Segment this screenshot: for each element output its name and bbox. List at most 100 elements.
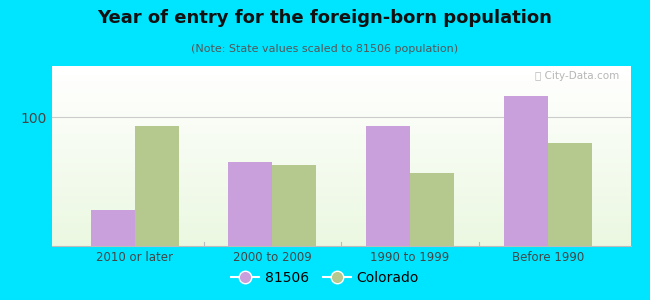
Bar (52, 196, 630, 197)
Bar (52, 92, 630, 93)
Bar (52, 179, 630, 180)
Bar (52, 208, 630, 209)
Bar (90, 210, 135, 246)
Bar (52, 241, 630, 242)
Bar (52, 141, 630, 142)
Bar (52, 184, 630, 185)
Bar (52, 88, 630, 89)
Bar (52, 195, 630, 196)
Bar (52, 118, 630, 119)
Bar (52, 75, 630, 76)
Bar (52, 223, 630, 224)
Bar (52, 238, 630, 239)
Bar (52, 205, 630, 206)
Bar (52, 210, 630, 211)
Bar (52, 134, 630, 135)
Bar (52, 187, 630, 188)
Bar (52, 94, 630, 95)
Bar (52, 124, 630, 125)
Bar (52, 201, 630, 202)
Bar (52, 108, 630, 109)
Bar (52, 130, 630, 131)
Bar (52, 228, 630, 229)
Bar (52, 229, 630, 230)
Bar (52, 230, 630, 231)
Bar (52, 105, 630, 106)
Bar (52, 119, 630, 120)
Bar (52, 96, 630, 97)
Bar (52, 164, 630, 165)
Bar (52, 148, 630, 149)
Bar (52, 137, 630, 138)
Bar (52, 157, 630, 158)
Bar (52, 79, 630, 80)
Bar (52, 221, 630, 222)
Bar (52, 167, 630, 168)
Bar (52, 69, 630, 70)
Bar (52, 150, 630, 151)
Bar (52, 122, 630, 123)
Legend: 81506, Colorado: 81506, Colorado (226, 265, 424, 290)
Bar (52, 207, 630, 208)
Bar (52, 211, 630, 212)
Bar (52, 139, 630, 140)
Bar (52, 125, 630, 126)
Text: Year of entry for the foreign-born population: Year of entry for the foreign-born popul… (98, 9, 552, 27)
Bar (52, 170, 630, 171)
Bar (52, 82, 630, 83)
Bar (52, 143, 630, 144)
Bar (52, 190, 630, 191)
Bar (52, 121, 630, 122)
Bar (52, 144, 630, 145)
Bar (52, 147, 630, 148)
Bar (52, 169, 630, 170)
Bar (52, 129, 630, 130)
Bar (272, 165, 317, 246)
Bar (52, 200, 630, 201)
Bar (52, 68, 630, 69)
Bar (52, 97, 630, 98)
Bar (52, 93, 630, 94)
Bar (52, 166, 630, 167)
Bar (52, 136, 630, 137)
Bar (52, 152, 630, 153)
Bar (52, 109, 630, 110)
Bar (52, 242, 630, 243)
Bar (52, 172, 630, 173)
Bar (52, 160, 630, 161)
Bar (52, 174, 630, 175)
Bar (52, 203, 630, 204)
Bar (52, 154, 630, 155)
Bar (52, 73, 630, 74)
Bar (52, 103, 630, 104)
Bar (52, 169, 630, 170)
Bar (52, 115, 630, 116)
Bar (52, 86, 630, 87)
Text: (Note: State values scaled to 81506 population): (Note: State values scaled to 81506 popu… (192, 44, 458, 53)
Bar (52, 224, 630, 225)
Bar (52, 192, 630, 193)
Bar (52, 162, 630, 163)
Bar (52, 234, 630, 235)
Bar (52, 120, 630, 121)
Bar (52, 123, 630, 124)
Bar (52, 220, 630, 221)
Bar (52, 217, 630, 218)
Bar (52, 91, 630, 92)
Bar (52, 171, 630, 172)
Bar (410, 173, 454, 246)
Bar (52, 216, 630, 217)
Bar (52, 240, 630, 241)
Bar (52, 160, 630, 161)
Bar (52, 132, 630, 133)
Bar (52, 110, 630, 111)
Bar (52, 226, 630, 227)
Bar (52, 131, 630, 132)
Bar (52, 173, 630, 174)
Bar (52, 104, 630, 105)
Bar (52, 194, 630, 195)
Bar (52, 98, 630, 99)
Bar (52, 111, 630, 112)
Bar (52, 231, 630, 232)
Bar (52, 188, 630, 189)
